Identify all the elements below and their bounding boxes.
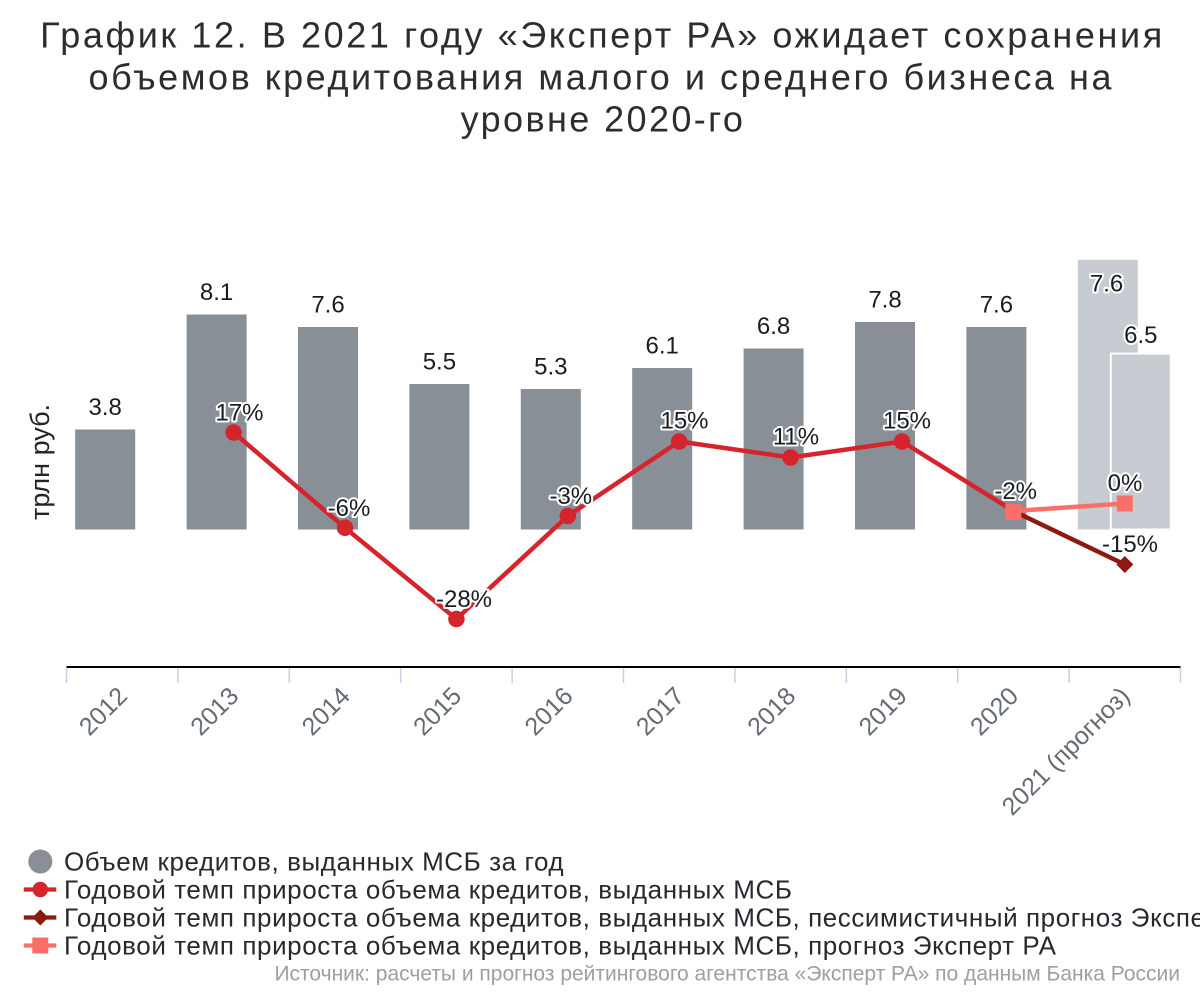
svg-text:-6%: -6% bbox=[328, 495, 371, 522]
svg-text:Годовой темп прироста объема к: Годовой темп прироста объема кредитов, в… bbox=[64, 875, 792, 905]
svg-text:2018: 2018 bbox=[742, 682, 801, 741]
svg-text:График 12. В 2021 году «Экспер: График 12. В 2021 году «Эксперт РА» ожид… bbox=[40, 15, 1165, 56]
svg-text:6.1: 6.1 bbox=[646, 333, 679, 360]
svg-text:2017: 2017 bbox=[631, 682, 690, 741]
svg-text:2019: 2019 bbox=[854, 682, 913, 741]
svg-text:-3%: -3% bbox=[549, 483, 592, 510]
svg-text:0%: 0% bbox=[1108, 470, 1143, 497]
svg-text:-2%: -2% bbox=[994, 478, 1037, 505]
svg-text:3.8: 3.8 bbox=[89, 394, 122, 421]
svg-text:2020: 2020 bbox=[965, 682, 1024, 741]
svg-text:2014: 2014 bbox=[297, 682, 356, 741]
svg-text:7.8: 7.8 bbox=[868, 287, 901, 314]
svg-text:5.5: 5.5 bbox=[423, 349, 456, 376]
svg-text:11%: 11% bbox=[773, 424, 819, 451]
svg-text:Объем кредитов, выданных МСБ з: Объем кредитов, выданных МСБ за год bbox=[64, 847, 564, 877]
svg-text:7.6: 7.6 bbox=[980, 292, 1013, 319]
svg-text:2012: 2012 bbox=[74, 682, 133, 741]
svg-text:15%: 15% bbox=[883, 408, 931, 435]
svg-text:Источник: расчеты и прогноз ре: Источник: расчеты и прогноз рейтингового… bbox=[274, 963, 1180, 986]
svg-text:5.3: 5.3 bbox=[534, 354, 567, 381]
svg-text:7.6: 7.6 bbox=[311, 292, 344, 319]
svg-text:15%: 15% bbox=[660, 408, 708, 435]
svg-text:8.1: 8.1 bbox=[200, 279, 233, 306]
svg-text:трлн руб.: трлн руб. bbox=[25, 404, 55, 520]
svg-text:2013: 2013 bbox=[185, 682, 244, 741]
svg-text:17%: 17% bbox=[215, 399, 263, 426]
svg-text:объемов кредитования малого и: объемов кредитования малого и среднего б… bbox=[89, 57, 1115, 98]
svg-text:7.6: 7.6 bbox=[1090, 271, 1123, 298]
svg-text:уровне 2020-го: уровне 2020-го bbox=[461, 99, 746, 140]
svg-text:Годовой темп прироста объема к: Годовой темп прироста объема кредитов, в… bbox=[64, 931, 1057, 961]
svg-text:2016: 2016 bbox=[519, 682, 578, 741]
svg-text:2015: 2015 bbox=[408, 682, 467, 741]
svg-text:-15%: -15% bbox=[1102, 531, 1158, 558]
svg-text:6.8: 6.8 bbox=[757, 313, 790, 340]
svg-text:-28%: -28% bbox=[436, 586, 492, 613]
svg-text:6.5: 6.5 bbox=[1124, 322, 1157, 349]
svg-text:Годовой темп прироста объема к: Годовой темп прироста объема кредитов, в… bbox=[64, 903, 1200, 933]
